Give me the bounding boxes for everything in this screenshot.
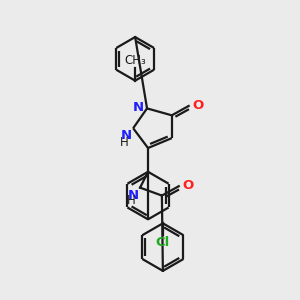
Text: O: O	[193, 99, 204, 112]
Text: O: O	[183, 179, 194, 192]
Text: H: H	[127, 194, 136, 207]
Text: H: H	[120, 136, 129, 149]
Text: Cl: Cl	[156, 236, 170, 249]
Text: CH₃: CH₃	[124, 54, 146, 67]
Text: N: N	[121, 129, 132, 142]
Text: N: N	[128, 189, 139, 202]
Text: N: N	[133, 101, 144, 114]
